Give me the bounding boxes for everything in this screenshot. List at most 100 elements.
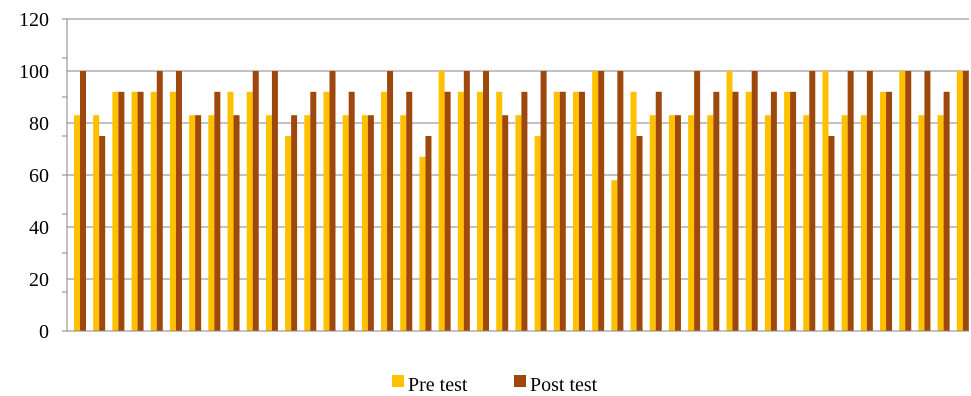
post-test-bar (598, 71, 605, 331)
post-test-bar (962, 71, 969, 331)
pre-test-bar (515, 115, 522, 331)
legend-swatch-pre-test (392, 375, 404, 387)
post-test-bar (809, 71, 816, 331)
post-test-bar (770, 91, 777, 331)
post-test-bar (99, 136, 106, 331)
post-test-bar (310, 91, 317, 331)
post-test-bar (578, 91, 585, 331)
post-test-bar (233, 115, 240, 331)
post-test-bar (406, 91, 413, 331)
legend-label-post-test: Post test (530, 374, 598, 396)
axes (62, 18, 969, 332)
pre-test-bar (860, 115, 867, 331)
post-test-bar (655, 91, 662, 331)
post-test-bar (483, 71, 490, 331)
pre-test-bar (169, 91, 176, 331)
pre-test-bar (285, 136, 292, 331)
legend: Pre test Post test (392, 374, 598, 396)
pre-test-bar (342, 115, 349, 331)
post-test-bar (886, 91, 893, 331)
pre-test-bar (630, 91, 637, 331)
pre-test-bar (208, 115, 215, 331)
post-test-bar (924, 71, 931, 331)
pre-test-bar (803, 115, 810, 331)
pre-test-bar (227, 91, 234, 331)
y-tick-label: 60 (29, 165, 49, 187)
pre-test-bar (553, 91, 560, 331)
pre-test-bar (572, 91, 579, 331)
pre-test-bar (937, 115, 944, 331)
pre-test-bar (74, 115, 80, 331)
post-test-bar (943, 91, 950, 331)
pre-test-bar (592, 71, 599, 331)
pre-test-bar (457, 91, 464, 331)
post-test-bar (195, 115, 202, 331)
post-test-bar (521, 91, 528, 331)
post-test-bar (271, 71, 278, 331)
post-test-bar (617, 71, 624, 331)
post-test-bar (137, 91, 144, 331)
pre-test-bar (265, 115, 272, 331)
y-tick-label: 20 (29, 269, 49, 291)
pre-test-bar (649, 115, 656, 331)
post-test-bar (291, 115, 298, 331)
pre-test-bar (189, 115, 196, 331)
post-test-bar (502, 115, 509, 331)
pre-test-bar (361, 115, 368, 331)
pre-test-bar (438, 71, 445, 331)
y-tick-label: 40 (29, 217, 49, 239)
pre-test-bar (707, 115, 714, 331)
post-test-bar (540, 71, 547, 331)
pre-test-bar (477, 91, 484, 331)
y-tick-label: 120 (19, 9, 49, 31)
pre-test-bar (899, 71, 906, 331)
post-test-bar (751, 71, 758, 331)
pre-test-bar (841, 115, 848, 331)
post-test-bar (118, 91, 125, 331)
post-test-bar (252, 71, 259, 331)
post-test-bar (463, 71, 470, 331)
post-test-bar (348, 91, 355, 331)
pre-test-bar (150, 91, 157, 331)
post-test-bar (175, 71, 182, 331)
post-test-bar (828, 136, 835, 331)
y-tick-label: 0 (39, 321, 49, 343)
pre-test-bar (131, 91, 138, 331)
pre-test-bar (784, 91, 791, 331)
pre-test-bar (323, 91, 330, 331)
bars (74, 71, 969, 331)
post-test-bar (80, 71, 86, 331)
pre-test-bar (764, 115, 771, 331)
pre-test-bar (880, 91, 887, 331)
pre-test-bar (745, 91, 752, 331)
legend-swatch-post-test (514, 375, 526, 387)
post-test-bar (905, 71, 912, 331)
post-test-bar (636, 136, 643, 331)
pre-test-bar (918, 115, 925, 331)
pre-test-bar (93, 115, 100, 331)
post-test-bar (866, 71, 873, 331)
pre-test-bar (112, 91, 119, 331)
pre-test-bar (956, 71, 963, 331)
pre-test-bar (246, 91, 253, 331)
y-tick-labels: 0 20 40 60 80 100 120 (19, 9, 49, 343)
post-test-bar (713, 91, 720, 331)
post-test-bar (329, 71, 336, 331)
pre-test-bar (496, 91, 503, 331)
post-test-bar (387, 71, 394, 331)
y-tick-label: 80 (29, 113, 49, 135)
pre-test-bar (381, 91, 388, 331)
post-test-bar (367, 115, 374, 331)
post-test-bar (732, 91, 739, 331)
post-test-bar (790, 91, 797, 331)
pre-test-bar (419, 156, 426, 331)
post-test-bar (559, 91, 566, 331)
legend-label-pre-test: Pre test (408, 374, 468, 396)
post-test-bar (425, 136, 432, 331)
post-test-bar (847, 71, 854, 331)
pre-test-bar (822, 71, 829, 331)
y-tick-label: 100 (19, 61, 49, 83)
post-test-bar (674, 115, 681, 331)
pre-test-bar (304, 115, 311, 331)
post-test-bar (694, 71, 701, 331)
